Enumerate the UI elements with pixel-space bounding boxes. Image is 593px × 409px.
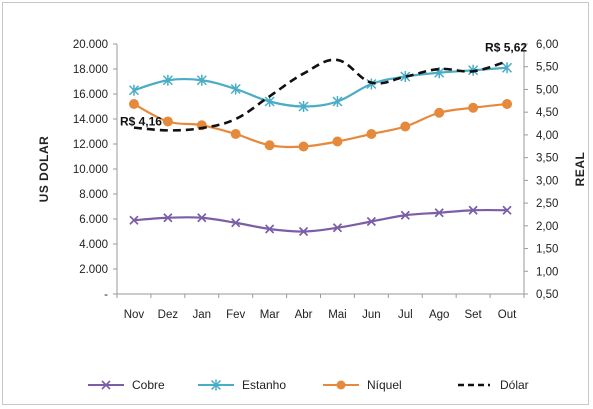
legend-item-cobre: Cobre xyxy=(86,374,165,396)
chart-axes xyxy=(116,44,525,295)
right-tick-label: 2,00 xyxy=(536,221,558,233)
legend-label-estanho: Estanho xyxy=(242,378,287,392)
data-point-estanho xyxy=(230,83,241,95)
right-axis-ticks: 0,50 1,00 1,50 2,00 2,50 3,00 3,50 4,00 4,50 5,00… xyxy=(524,39,558,301)
x-tick-label: Jun xyxy=(362,309,381,321)
legend-label-cobre: Cobre xyxy=(132,378,165,392)
x-tick-label: Fev xyxy=(226,309,245,321)
x-axis-ticks: Nov Dez Jan Fev Mar Abr Mai Jun Jul Ago Set Out xyxy=(116,294,525,321)
left-tick-label: 6.000 xyxy=(79,214,108,226)
data-point-estanho xyxy=(128,84,139,96)
right-tick-label: 5,50 xyxy=(536,62,558,74)
left-axis-title: US DOLAR xyxy=(37,136,51,203)
data-point-niquel xyxy=(298,141,309,152)
annotation-layer: R$ 4,16 R$ 5,62 xyxy=(120,40,527,128)
data-point-cobre xyxy=(400,210,410,220)
left-tick-label: 18.000 xyxy=(73,64,108,76)
data-point-estanho xyxy=(400,71,411,82)
left-tick-label: 20.000 xyxy=(73,39,108,51)
data-point-cobre xyxy=(298,226,309,237)
series-layer xyxy=(128,58,513,237)
data-point-niquel xyxy=(230,129,241,139)
x-tick-label: Jan xyxy=(193,309,212,321)
right-tick-label: 2,50 xyxy=(536,198,558,210)
x-tick-label: Jul xyxy=(398,309,413,321)
left-tick-label: 4.000 xyxy=(79,239,108,251)
data-point-cobre xyxy=(502,205,512,215)
series-cobre xyxy=(129,205,512,237)
data-point-estanho xyxy=(196,74,207,86)
data-point-niquel xyxy=(434,107,445,118)
data-point-cobre xyxy=(366,216,376,227)
series-niquel xyxy=(128,99,513,152)
x-tick-label: Out xyxy=(498,309,517,321)
x-tick-label: Dez xyxy=(158,309,179,321)
legend-swatch-niquel xyxy=(323,380,359,390)
data-point-cobre xyxy=(468,205,478,215)
left-tick-label: - xyxy=(104,289,108,301)
data-point-niquel xyxy=(468,102,479,113)
legend-label-niquel: Níquel xyxy=(367,378,402,392)
x-tick-label: Abr xyxy=(295,309,313,321)
left-axis-ticks: - 2.000 4.000 6.000 8.000 10.000 12.000 14.000 1… xyxy=(73,39,117,301)
data-point-niquel xyxy=(264,140,275,151)
right-tick-label: 3,50 xyxy=(536,153,558,165)
legend-swatch-cobre xyxy=(88,380,124,390)
left-tick-label: 16.000 xyxy=(73,89,108,101)
right-tick-label: 5,00 xyxy=(536,84,558,96)
legend-item-dolar: Dólar xyxy=(454,374,529,396)
data-point-estanho xyxy=(502,62,513,74)
right-tick-label: 3,00 xyxy=(536,175,558,187)
data-point-niquel xyxy=(366,129,377,139)
series-line-niquel xyxy=(133,102,508,149)
data-point-estanho xyxy=(298,101,309,112)
data-point-estanho xyxy=(332,96,343,107)
right-tick-label: 4,50 xyxy=(536,107,558,119)
annotation-start-value: R$ 4,16 xyxy=(120,115,162,129)
left-tick-label: 2.000 xyxy=(79,264,108,276)
data-point-niquel xyxy=(400,121,411,132)
data-point-cobre xyxy=(163,213,173,223)
series-line-estanho xyxy=(133,66,508,108)
data-point-niquel xyxy=(332,136,343,147)
legend-item-estanho: Estanho xyxy=(196,374,286,396)
data-point-cobre xyxy=(434,208,444,218)
data-point-cobre xyxy=(197,213,207,223)
x-tick-label: Ago xyxy=(429,309,449,321)
data-point-niquel xyxy=(128,99,139,109)
data-point-cobre xyxy=(231,218,241,228)
x-tick-label: Mai xyxy=(328,309,347,321)
data-point-cobre xyxy=(265,224,275,234)
left-tick-label: 12.000 xyxy=(73,139,108,151)
data-point-cobre xyxy=(332,223,343,233)
left-tick-label: 14.000 xyxy=(73,114,108,126)
left-tick-label: 8.000 xyxy=(79,189,108,201)
legend-swatch-dolar xyxy=(458,383,490,387)
right-tick-label: 6,00 xyxy=(536,39,558,51)
data-point-niquel xyxy=(162,116,173,127)
legend-swatch-estanho xyxy=(198,379,234,391)
annotation-end-value: R$ 5,62 xyxy=(485,40,527,54)
legend-item-niquel: Níquel xyxy=(321,374,402,396)
series-line-cobre xyxy=(133,208,508,233)
right-tick-label: 4,00 xyxy=(536,130,558,142)
chart-legend: Cobre Estanho Níquel Dólar xyxy=(0,374,593,396)
series-estanho xyxy=(128,62,513,112)
data-point-niquel xyxy=(502,99,513,109)
x-tick-label: Mar xyxy=(260,309,280,321)
data-point-estanho xyxy=(162,74,173,86)
series-dolar xyxy=(133,58,508,132)
right-tick-label: 1,00 xyxy=(536,266,558,278)
right-tick-label: 1,50 xyxy=(536,244,558,256)
data-point-cobre xyxy=(129,215,139,225)
right-tick-label: 0,50 xyxy=(536,289,558,301)
right-axis-title: REAL xyxy=(573,152,587,187)
series-line-dolar xyxy=(133,58,508,132)
x-tick-label: Set xyxy=(464,309,482,321)
x-tick-label: Nov xyxy=(124,309,145,321)
left-tick-label: 10.000 xyxy=(73,164,108,176)
legend-label-dolar: Dólar xyxy=(500,378,529,392)
